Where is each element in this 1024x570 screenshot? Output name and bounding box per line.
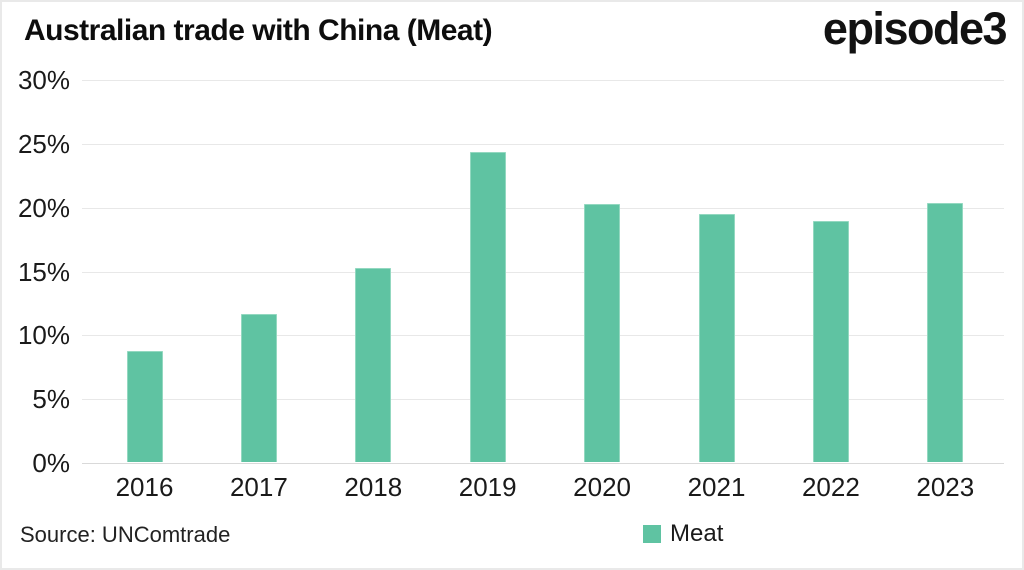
legend-item-meat[interactable]: Meat <box>643 520 723 548</box>
y-tick-label-10%: 10% <box>17 320 70 351</box>
gridline-10% <box>82 335 1004 337</box>
bar-2022[interactable] <box>812 221 849 462</box>
gridline-5% <box>82 399 1004 401</box>
x-tick-label-2019: 2019 <box>458 472 517 502</box>
gridline-20% <box>82 207 1004 209</box>
bar-2019[interactable] <box>469 152 506 462</box>
gridline-0% <box>82 463 1004 464</box>
x-tick-label-2022: 2022 <box>801 472 860 502</box>
y-tick-label-5%: 5% <box>32 384 70 415</box>
y-tick-label-25%: 25% <box>17 128 70 159</box>
source-note: Source: UNComtrade <box>20 522 231 547</box>
bar-2020[interactable] <box>584 204 621 462</box>
bar-2023[interactable] <box>927 203 964 462</box>
bar-2018[interactable] <box>355 268 392 462</box>
x-tick-label-2020: 2020 <box>573 472 632 502</box>
bar-2017[interactable] <box>240 314 277 462</box>
x-tick-label-2023: 2023 <box>916 472 975 502</box>
bar-2016[interactable] <box>126 351 163 462</box>
x-tick-label-2021: 2021 <box>687 472 746 502</box>
gridline-30% <box>82 80 1004 81</box>
legend-swatch-icon <box>643 525 661 543</box>
x-tick-label-2018: 2018 <box>344 472 403 502</box>
gridline-25% <box>82 143 1004 145</box>
bar-2021[interactable] <box>698 214 735 462</box>
y-tick-label-30%: 30% <box>17 65 70 95</box>
plot-area <box>82 80 1004 464</box>
y-tick-label-20%: 20% <box>17 192 70 223</box>
x-tick-label-2016: 2016 <box>115 472 174 502</box>
gridline-15% <box>82 271 1004 273</box>
y-tick-label-0%: 0% <box>32 448 70 478</box>
legend-label: Meat <box>670 520 724 547</box>
chart-title: Australian trade with China (Meat) <box>24 14 493 47</box>
x-tick-label-2017: 2017 <box>229 472 288 502</box>
brand-logo: episode3 <box>822 3 1008 54</box>
y-tick-label-15%: 15% <box>17 256 70 287</box>
